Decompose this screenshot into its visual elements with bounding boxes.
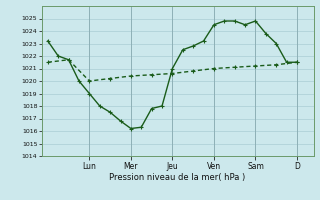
X-axis label: Pression niveau de la mer( hPa ): Pression niveau de la mer( hPa ) [109, 173, 246, 182]
